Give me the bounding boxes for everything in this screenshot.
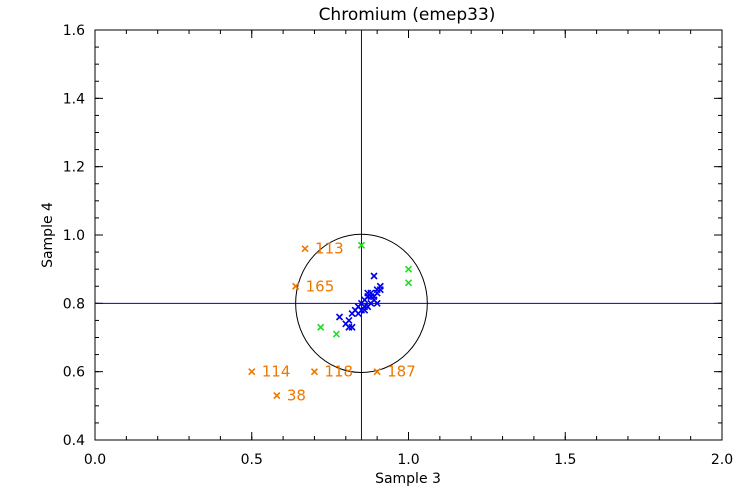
y-tick-label: 0.8 — [63, 296, 85, 312]
y-axis-label: Sample 4 — [40, 202, 56, 268]
orange-point — [273, 392, 281, 400]
x-tick-labels: 0.0 0.5 1.0 1.5 2.0 — [84, 452, 733, 468]
green-point — [332, 330, 340, 338]
blue-point — [345, 316, 353, 324]
orange-point — [301, 245, 309, 253]
point-label: 114 — [262, 363, 291, 381]
y-tick-labels: 0.4 0.6 0.8 1.0 1.2 1.4 1.6 — [63, 23, 85, 449]
point-label: 118 — [324, 363, 353, 381]
x-tick-label: 0.0 — [84, 452, 106, 468]
point-label: 38 — [287, 387, 306, 405]
green-point — [357, 241, 366, 249]
y-tick-label: 1.4 — [63, 91, 85, 107]
data-points: 113 165 114 118 187 38 — [248, 240, 416, 405]
y-tick-label: 1.0 — [63, 228, 85, 244]
x-tick-label: 1.0 — [397, 452, 419, 468]
point-label: 113 — [315, 240, 344, 258]
y-tick-label: 1.6 — [63, 23, 85, 39]
blue-point — [373, 299, 381, 307]
blue-point — [370, 272, 378, 280]
green-point — [404, 265, 413, 273]
y-tick-label: 0.6 — [63, 365, 85, 381]
blue-point — [348, 323, 356, 331]
orange-point — [373, 368, 381, 376]
blue-point — [361, 306, 369, 314]
orange-point — [292, 282, 300, 290]
x-axis-label: Sample 3 — [375, 471, 441, 487]
green-point — [404, 279, 413, 287]
y-tick-label: 1.2 — [63, 160, 85, 176]
x-tick-label: 0.5 — [241, 452, 263, 468]
reference-circle — [295, 233, 428, 373]
x-tick-label: 1.5 — [554, 452, 576, 468]
orange-point — [248, 368, 256, 376]
chart-title: Chromium (emep33) — [319, 5, 496, 25]
y-tick-label: 0.4 — [63, 433, 85, 449]
orange-point — [310, 368, 319, 376]
blue-point — [376, 282, 384, 290]
blue-point — [335, 313, 344, 321]
point-label: 187 — [387, 363, 416, 381]
green-point — [317, 323, 325, 331]
blue-point — [354, 310, 362, 318]
x-tick-label: 2.0 — [711, 452, 733, 468]
point-label: 165 — [306, 277, 335, 295]
